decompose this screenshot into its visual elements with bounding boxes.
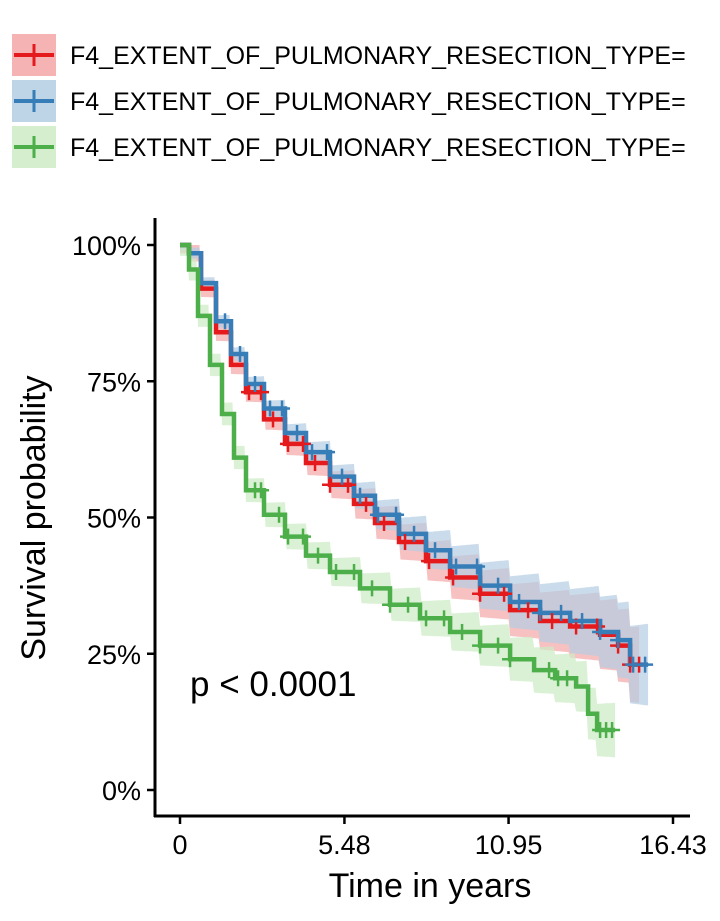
censor-mark bbox=[340, 476, 357, 493]
legend-item-1: F4_EXTENT_OF_PULMONARY_RESECTION_TYPE= bbox=[12, 34, 686, 76]
censor-mark bbox=[400, 596, 417, 613]
censor-mark bbox=[265, 411, 282, 428]
censor-mark bbox=[511, 593, 528, 610]
censor-mark bbox=[502, 651, 519, 668]
confidence-band-3 bbox=[180, 245, 616, 758]
x-tick-label: 0 bbox=[172, 830, 187, 860]
censor-mark bbox=[334, 468, 351, 485]
censor-mark bbox=[454, 623, 471, 640]
y-tick-label: 0% bbox=[102, 776, 141, 806]
censor-mark bbox=[274, 400, 291, 417]
censor-mark bbox=[418, 610, 435, 627]
censor-mark bbox=[319, 444, 336, 461]
censor-mark bbox=[247, 375, 264, 392]
censor-mark bbox=[496, 585, 513, 602]
censor-mark bbox=[610, 632, 627, 649]
censor-mark bbox=[253, 482, 270, 499]
censor-mark bbox=[445, 569, 462, 586]
censor-mark bbox=[295, 435, 312, 452]
censor-mark bbox=[376, 514, 393, 531]
censor-mark bbox=[346, 564, 363, 580]
censor-mark bbox=[370, 506, 387, 523]
censor-mark bbox=[352, 487, 369, 504]
y-axis-title: Survival probability bbox=[15, 375, 53, 660]
censor-mark bbox=[289, 425, 306, 442]
x-tick-label: 5.48 bbox=[318, 830, 371, 860]
censor-mark bbox=[472, 637, 489, 654]
censor-mark bbox=[397, 534, 414, 551]
censor-mark bbox=[472, 585, 489, 602]
confidence-bands bbox=[180, 245, 649, 758]
confidence-band-2 bbox=[180, 245, 649, 706]
censor-mark bbox=[328, 564, 345, 580]
censor-mark bbox=[520, 602, 537, 619]
y-tick-label: 50% bbox=[87, 504, 141, 534]
censor-mark bbox=[541, 662, 558, 679]
censor-mark bbox=[358, 495, 375, 512]
plot-area bbox=[180, 242, 654, 758]
x-axis-title: Time in years bbox=[329, 867, 532, 905]
censor-mark bbox=[322, 476, 339, 493]
censor-mark bbox=[427, 542, 444, 559]
censor-mark bbox=[307, 455, 324, 471]
legend-item-2: F4_EXTENT_OF_PULMONARY_RESECTION_TYPE= bbox=[12, 80, 686, 122]
y-tick-label: 100% bbox=[72, 231, 141, 261]
legend-label-1: F4_EXTENT_OF_PULMONARY_RESECTION_TYPE= bbox=[70, 42, 686, 70]
censor-mark bbox=[436, 610, 453, 627]
censor-mark bbox=[490, 637, 507, 654]
censor-mark bbox=[406, 525, 423, 542]
censor-mark bbox=[382, 596, 399, 613]
censor-mark bbox=[574, 613, 591, 630]
censor-mark bbox=[592, 623, 609, 640]
x-tick-label: 16.43 bbox=[639, 830, 707, 860]
censor-mark bbox=[604, 722, 621, 739]
legend-label-3: F4_EXTENT_OF_PULMONARY_RESECTION_TYPE= bbox=[70, 134, 686, 162]
y-tick-label: 75% bbox=[87, 367, 141, 397]
censor-mark bbox=[304, 444, 321, 461]
censor-mark bbox=[217, 313, 234, 330]
censor-mark bbox=[310, 547, 327, 564]
censor-mark bbox=[490, 577, 507, 594]
censor-mark bbox=[544, 613, 561, 630]
x-tick-label: 10.95 bbox=[475, 830, 543, 860]
legend-label-2: F4_EXTENT_OF_PULMONARY_RESECTION_TYPE= bbox=[70, 88, 686, 116]
censor-mark bbox=[364, 580, 381, 597]
censor-mark bbox=[388, 506, 405, 523]
censor-mark bbox=[280, 435, 297, 452]
censor-mark bbox=[421, 553, 438, 570]
censor-mark bbox=[232, 346, 249, 362]
legend-item-3: F4_EXTENT_OF_PULMONARY_RESECTION_TYPE= bbox=[12, 126, 686, 168]
censor-mark bbox=[559, 670, 576, 687]
p-value-annotation: p < 0.0001 bbox=[190, 665, 356, 704]
censor-mark bbox=[253, 384, 270, 401]
censor-mark bbox=[448, 558, 465, 575]
axes: 0% 25% 50% 75% 100% 0 5.48 10.95 16.43 bbox=[72, 218, 707, 860]
censor-mark bbox=[280, 528, 297, 545]
censor-mark bbox=[469, 558, 486, 575]
y-tick-label: 25% bbox=[87, 640, 141, 670]
censor-mark bbox=[271, 506, 288, 523]
censor-mark bbox=[295, 528, 312, 545]
legend: F4_EXTENT_OF_PULMONARY_RESECTION_TYPE= F4… bbox=[12, 34, 686, 168]
censor-marks bbox=[217, 313, 654, 739]
censor-mark bbox=[532, 604, 549, 621]
censor-mark bbox=[553, 604, 570, 621]
censor-mark bbox=[637, 656, 654, 673]
